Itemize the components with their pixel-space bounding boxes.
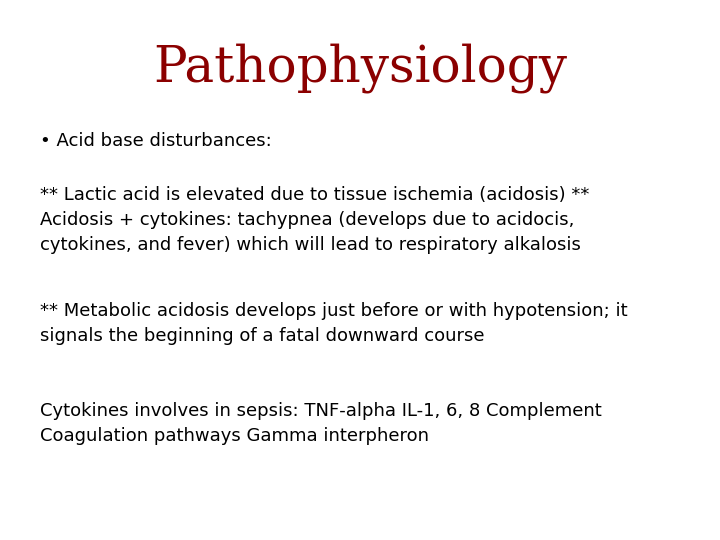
Text: Cytokines involves in sepsis: TNF-alpha IL-1, 6, 8 Complement
Coagulation pathwa: Cytokines involves in sepsis: TNF-alpha … bbox=[40, 402, 601, 446]
Text: • Acid base disturbances:: • Acid base disturbances: bbox=[40, 132, 271, 150]
Text: ** Lactic acid is elevated due to tissue ischemia (acidosis) **
Acidosis + cytok: ** Lactic acid is elevated due to tissue… bbox=[40, 186, 589, 254]
Text: ** Metabolic acidosis develops just before or with hypotension; it
signals the b: ** Metabolic acidosis develops just befo… bbox=[40, 302, 627, 346]
Text: Pathophysiology: Pathophysiology bbox=[153, 43, 567, 93]
